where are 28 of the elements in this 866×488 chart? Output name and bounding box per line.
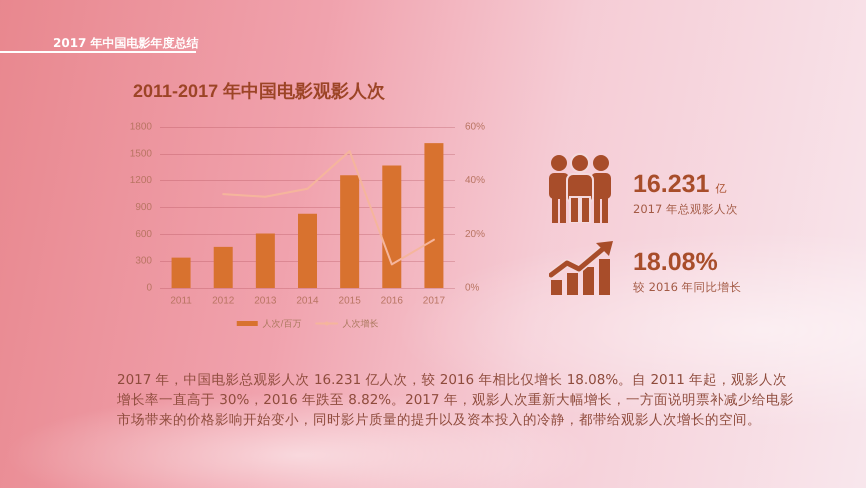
- text: 2017 年，中国电影总观影人次 16.231 亿人次，较 2016 年相比仅增长 18.08%。自 2011 年起，观影人次增长率一直高于 30%，2016 年跌至 8.82%。2017 年，观影人次重新大幅增长，一方面说明票补减少给电影市场带来的价格影响开始变小，同时影片质量的提升以及资本投入的冷静，都带给观影人次增长的空间。: [117, 371, 795, 430]
- legend-label: 人次增长: [342, 318, 378, 328]
- chart-title: 2011-2017 年中国电影观影人次: [133, 81, 386, 101]
- y2-tick-label: 40%: [465, 175, 486, 186]
- y-tick-label: 600: [135, 228, 152, 240]
- legend-label: 人次/百万: [262, 318, 302, 328]
- y2-tick-label: 0%: [465, 282, 480, 294]
- text: 18.08%: [633, 248, 718, 277]
- text: 2017 年总观影人次: [633, 202, 738, 217]
- x-tick-label: 2015: [338, 296, 362, 306]
- x-tick-label: 2011: [170, 296, 192, 306]
- x-tick-label: 2013: [254, 296, 277, 306]
- x-tick-label: 2016: [380, 296, 404, 306]
- y-tick-label: 900: [135, 202, 152, 213]
- text: 较 2016 年同比增长: [633, 280, 742, 295]
- y-tick-label: 1800: [130, 122, 152, 132]
- y-tick-label: 1500: [130, 148, 152, 160]
- x-tick-label: 2017: [422, 296, 446, 306]
- y-tick-label: 0: [146, 282, 152, 294]
- text: 2017 年中国电影年度总结: [53, 35, 199, 52]
- x-tick-label: 2014: [296, 296, 320, 306]
- text: 亿: [715, 183, 726, 195]
- y2-tick-label: 60%: [465, 122, 486, 132]
- y-tick-label: 300: [135, 256, 152, 267]
- y-tick-label: 1200: [130, 175, 152, 186]
- y2-tick-label: 20%: [465, 228, 486, 240]
- text: 16.231: [633, 170, 710, 198]
- x-tick-label: 2012: [212, 296, 235, 306]
